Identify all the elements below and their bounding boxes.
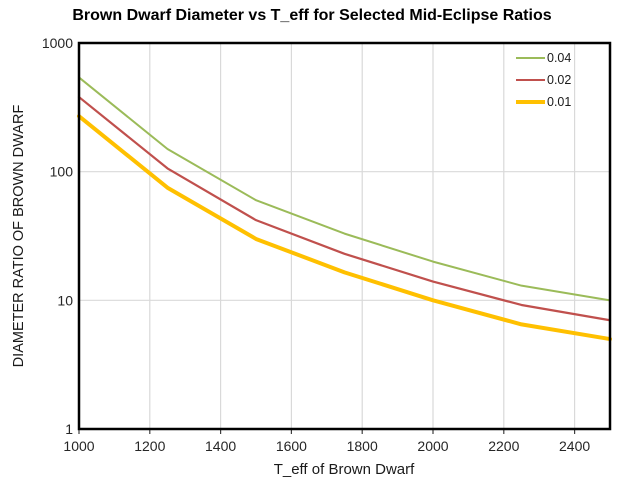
x-tick-label: 1800 xyxy=(347,438,378,454)
legend-swatch-line xyxy=(516,79,545,81)
legend-swatch-line xyxy=(516,57,545,59)
y-tick-label: 100 xyxy=(50,164,74,180)
y-tick-label: 1 xyxy=(65,421,73,437)
legend-label: 0.01 xyxy=(547,95,572,109)
x-tick-label: 2000 xyxy=(417,438,448,454)
y-tick-label: 10 xyxy=(57,292,73,308)
series-line-0.01 xyxy=(77,114,612,342)
x-axis-title: T_eff of Brown Dwarf xyxy=(273,461,415,478)
x-tick-label: 1000 xyxy=(63,438,94,454)
legend: 0.04 0.02 0.01 xyxy=(516,47,571,113)
chart-title: Brown Dwarf Diameter vs T_eff for Select… xyxy=(72,7,552,24)
legend-item-0.02: 0.02 xyxy=(516,69,571,91)
series-line-0.02 xyxy=(77,95,612,322)
plot-border xyxy=(77,41,612,431)
x-tick-label: 2400 xyxy=(559,438,590,454)
legend-label: 0.04 xyxy=(547,51,572,65)
y-tick-label: 1000 xyxy=(42,35,73,51)
legend-item-0.01: 0.01 xyxy=(516,91,571,113)
legend-item-0.04: 0.04 xyxy=(516,47,571,69)
x-tick-label: 1200 xyxy=(134,438,165,454)
legend-swatch-line xyxy=(516,100,545,104)
legend-label: 0.02 xyxy=(547,73,572,87)
x-tick-label: 2200 xyxy=(488,438,519,454)
x-tick-label: 1400 xyxy=(205,438,236,454)
series-line-0.04 xyxy=(78,76,611,302)
x-tick-label: 1600 xyxy=(276,438,307,454)
